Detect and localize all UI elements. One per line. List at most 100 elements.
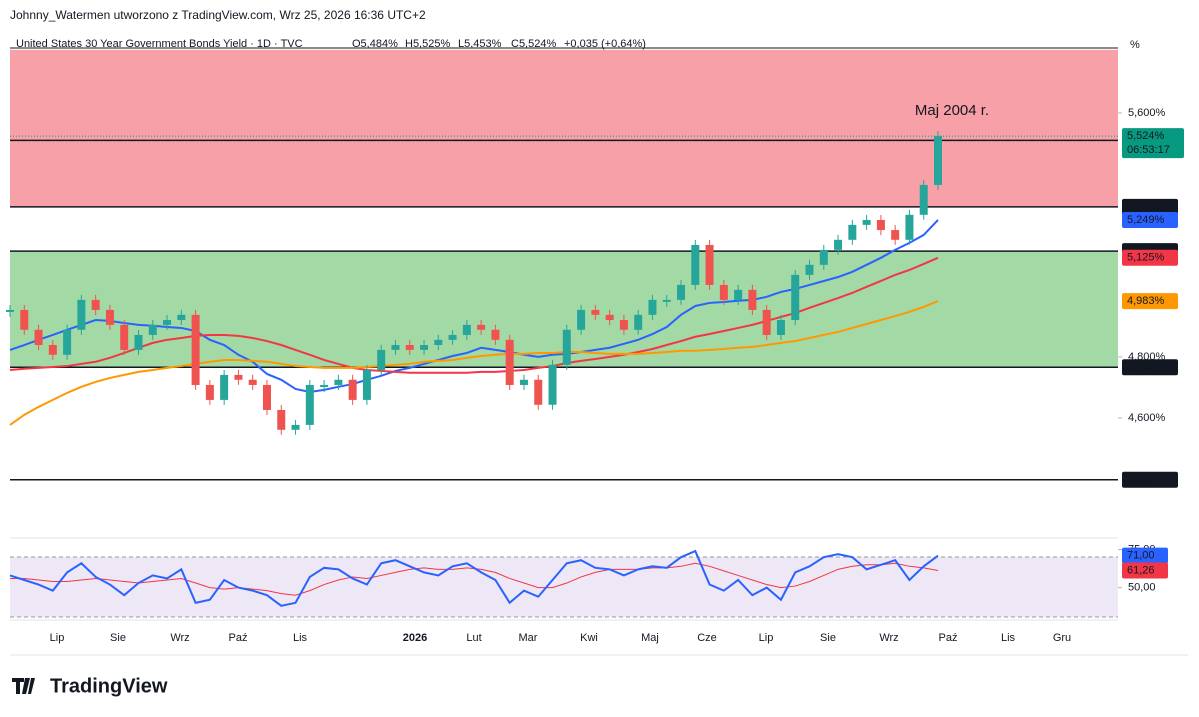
- moving-average: [9, 300, 939, 426]
- candle: [248, 379, 257, 385]
- header: Johnny_Watermen utworzono z TradingView.…: [10, 8, 426, 22]
- candle: [505, 339, 514, 385]
- rsi-line: [9, 549, 939, 607]
- candle: [20, 309, 29, 330]
- ma-label: 5,125%: [1127, 252, 1165, 264]
- x-tick-label: Lis: [1001, 632, 1016, 644]
- candle: [48, 345, 57, 355]
- rsi-label-box: [1122, 547, 1168, 564]
- countdown: 06:53:17: [1127, 144, 1170, 156]
- x-tick-label: Wrz: [879, 632, 898, 644]
- candle: [862, 219, 871, 225]
- x-tick-label: Lis: [293, 632, 308, 644]
- candle: [420, 345, 429, 350]
- candle: [634, 314, 643, 330]
- ma-label: 4,983%: [1127, 295, 1165, 307]
- candle: [748, 289, 757, 310]
- moving-average: [9, 219, 939, 393]
- candle: [791, 274, 800, 321]
- candle: [534, 379, 543, 405]
- level-label-box: [1122, 359, 1178, 376]
- candle: [177, 314, 186, 321]
- candle: [262, 384, 271, 410]
- x-tick-label: Sie: [820, 632, 836, 644]
- ohlc-value: +0,035 (+0,64%): [564, 38, 646, 50]
- x-tick-label: 2026: [403, 632, 427, 644]
- candle: [677, 284, 686, 300]
- candle: [434, 339, 443, 346]
- level-label-box: [1122, 471, 1178, 488]
- chart-area: [6, 49, 1118, 618]
- logo-text: TradingView: [50, 675, 168, 697]
- zone: [10, 49, 1118, 207]
- rsi-label-box: [1122, 562, 1168, 579]
- candle: [705, 244, 714, 285]
- candle: [405, 345, 414, 350]
- ma-label-box: [1122, 211, 1178, 228]
- candle: [205, 384, 214, 400]
- candle: [648, 299, 657, 315]
- level-label: 4,397%: [1127, 474, 1165, 486]
- x-tick-label: Kwi: [580, 632, 598, 644]
- moving-average: [9, 256, 939, 374]
- candle: [891, 230, 900, 240]
- candle: [848, 224, 857, 240]
- candle: [6, 309, 14, 312]
- rsi-tick-label: 50,00: [1128, 581, 1156, 593]
- rsi-label: 71,00: [1127, 550, 1155, 562]
- candle: [605, 314, 614, 321]
- level-label-box: [1122, 198, 1178, 215]
- candle: [776, 320, 785, 335]
- candle: [348, 379, 357, 400]
- ohlc-value: C5,524%: [511, 38, 556, 50]
- logo: TradingView: [12, 675, 168, 697]
- candle: [519, 379, 528, 385]
- ma-label-box: [1122, 249, 1178, 266]
- candle: [462, 324, 471, 335]
- ohlc-value: H5,525%: [405, 38, 450, 50]
- x-tick-label: Lip: [759, 632, 774, 644]
- rsi-label: 61,26: [1127, 564, 1155, 576]
- candle: [105, 309, 114, 325]
- last-price-label: 5,524%: [1127, 130, 1165, 142]
- candle: [91, 299, 100, 310]
- candle: [805, 264, 814, 275]
- candle: [191, 314, 200, 385]
- candle: [719, 284, 728, 300]
- candle: [762, 309, 771, 335]
- x-tick-label: Mar: [519, 632, 538, 644]
- x-tick-label: Sie: [110, 632, 126, 644]
- ohlc-value: O5,484%: [352, 38, 398, 50]
- candle: [477, 324, 486, 330]
- x-tick-label: Cze: [697, 632, 717, 644]
- candle: [362, 370, 371, 400]
- candle: [120, 324, 129, 350]
- x-tick-label: Maj: [641, 632, 659, 644]
- candle: [134, 334, 143, 350]
- candle: [905, 214, 914, 240]
- candle: [391, 345, 400, 350]
- candle: [277, 409, 286, 430]
- candle: [234, 374, 243, 380]
- candle: [34, 329, 43, 346]
- candle: [619, 320, 628, 330]
- level-label: 5,292%: [1127, 201, 1165, 213]
- y-tick-label: 5,600%: [1128, 107, 1166, 119]
- candle: [876, 219, 885, 231]
- x-tick-label: Paź: [939, 632, 958, 644]
- candle: [291, 424, 300, 430]
- candle: [734, 289, 743, 300]
- x-tick-label: Paź: [229, 632, 248, 644]
- candle: [220, 374, 229, 400]
- ohlc-value: L5,453%: [458, 38, 502, 50]
- candle: [662, 299, 671, 302]
- x-tick-label: Lut: [466, 632, 481, 644]
- ma-label-box: [1122, 293, 1178, 310]
- candle: [548, 364, 557, 405]
- last-price-box: [1122, 128, 1184, 159]
- candle: [63, 329, 72, 355]
- x-tick-label: Wrz: [170, 632, 189, 644]
- candle: [691, 244, 700, 285]
- level-label: 4,766%: [1127, 361, 1165, 373]
